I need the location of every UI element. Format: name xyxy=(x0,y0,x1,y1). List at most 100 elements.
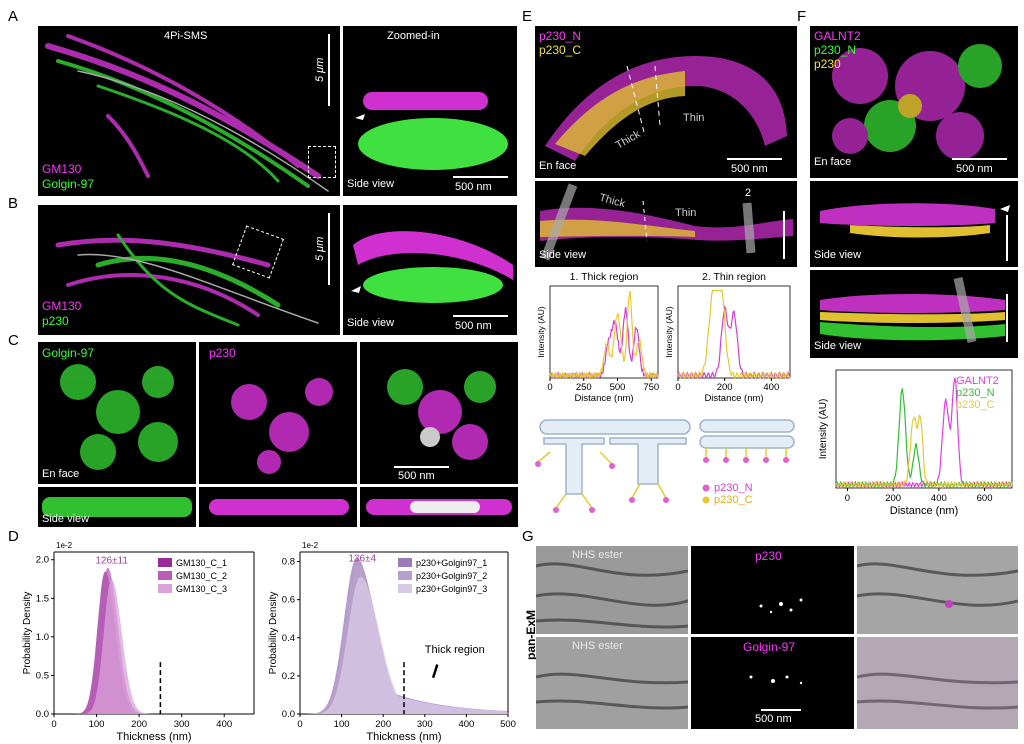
x-tick-label: 200 xyxy=(375,719,391,730)
x-tick-label: 0 xyxy=(547,382,552,393)
panel-label-a: A xyxy=(8,8,19,25)
panel-e-diagram-legend-c: p230_C xyxy=(714,494,753,506)
profile-curve-1 xyxy=(677,305,791,380)
panel-f-scale-bar xyxy=(952,158,1007,160)
panel-c-p230-image: p230 xyxy=(199,342,357,484)
panel-g-golgin97: Golgin-97 500 nm xyxy=(691,637,854,729)
panel-e-side-mark-2: 2 xyxy=(745,187,752,199)
panel-e-view-enface: En face xyxy=(539,160,577,172)
panel-b-main-image: 5 μm GM130 p230 xyxy=(38,205,340,335)
y-tick-label: 2.0 xyxy=(36,555,49,566)
chart-title: 1. Thick region xyxy=(570,271,639,283)
panel-g-scale-bar xyxy=(761,709,801,711)
plot-frame xyxy=(677,285,791,379)
peak-annotation: 126±11 xyxy=(95,555,128,566)
x-tick-label: 400 xyxy=(931,493,947,504)
panel-label-d: D xyxy=(8,528,19,545)
y-axis-label: Intensity (AU) xyxy=(536,306,546,358)
panel-label-g: G xyxy=(522,528,534,545)
panel-e-scale-label: 500 nm xyxy=(731,163,768,175)
density-area-3 xyxy=(54,579,254,714)
profile-curve-3 xyxy=(835,414,1013,489)
panel-a-main-image: 4Pi-SMS 5 μm GM130 Golgin-97 xyxy=(38,26,340,196)
x-tick-label: 250 xyxy=(576,382,592,393)
panel-b-zoom-scale-bar xyxy=(453,315,508,317)
chart-d-right: 0 100 200 300 400 500 0.0 0.2 0.4 0.6 0.8 Thickness… xyxy=(268,538,518,743)
x-tick-label: 0 xyxy=(845,493,850,504)
y-tick-label: 0.0 xyxy=(282,709,295,720)
legend-label-3: p230+Golgin97_3 xyxy=(416,584,487,594)
panel-e-legend-p230c: p230_C xyxy=(539,43,582,57)
y-tick-label: 1.0 xyxy=(36,632,49,643)
x-axis-label: Distance (nm) xyxy=(704,393,763,404)
panel-a-view-label: Side view xyxy=(347,178,395,190)
x-tick-label: 200 xyxy=(885,493,901,504)
x-tick-label: 400 xyxy=(458,719,474,730)
profile-curve-2 xyxy=(677,290,791,380)
y-multiplier: 1e-2 xyxy=(56,541,73,550)
panel-c-side-merge xyxy=(360,487,518,527)
x-tick-label: 500 xyxy=(500,719,516,730)
panel-label-c: C xyxy=(8,332,19,349)
profile-curve-2 xyxy=(549,290,659,380)
panel-f-enface-image: GALNT2 p230_N p230 En face 500 nm xyxy=(810,26,1018,178)
panel-g-label-nhs-1: NHS ester xyxy=(572,549,623,561)
panel-label-b: B xyxy=(8,195,19,212)
panel-c-merge-image: 500 nm xyxy=(360,342,518,484)
panel-b-zoom-image: Side view 500 nm xyxy=(343,205,517,335)
chart-d-left: 0 100 200 300 400 0.0 0.5 1.0 1.5 2.0 Thickness (n… xyxy=(18,538,266,743)
legend-label-2: GM130_C_2 xyxy=(176,571,227,581)
x-tick-label: 400 xyxy=(763,382,779,393)
panel-f-side-image-1: Side view xyxy=(810,181,1018,267)
panel-e-diagram: p230_N p230_C xyxy=(530,412,800,524)
legend-swatch-2 xyxy=(398,571,412,580)
panel-f-view-side1: Side view xyxy=(814,249,862,261)
y-multiplier: 1e-2 xyxy=(302,541,319,550)
y-axis-label: Probability Density xyxy=(268,592,279,675)
chart-e-thin: 2. Thin region 0 200 400 Distance (nm) Intens… xyxy=(664,271,794,410)
y-tick-label: 0.0 xyxy=(36,709,49,720)
panel-b-legend-p230: p230 xyxy=(42,314,69,328)
panel-f-legend-galnt2: GALNT2 xyxy=(814,29,861,43)
panel-g-p230: p230 xyxy=(691,546,854,634)
thick-region-arrow xyxy=(431,664,439,679)
panel-b-legend-gm130: GM130 xyxy=(42,299,82,313)
panel-c-golgin97-image: Golgin-97 En face xyxy=(38,342,196,484)
panel-c-view-enface: En face xyxy=(42,468,80,480)
y-axis-label: Intensity (AU) xyxy=(664,306,674,358)
y-tick-label: 0.5 xyxy=(36,670,49,681)
x-tick-label: 300 xyxy=(174,719,190,730)
panel-g-nhs-1: NHS ester xyxy=(536,546,688,634)
panel-c-side-golgin97: Side view xyxy=(38,487,196,527)
y-tick-label: 0.4 xyxy=(282,633,295,644)
panel-g-scale-label: 500 nm xyxy=(755,713,792,725)
panel-label-e: E xyxy=(522,8,533,25)
panel-a-zoom-box xyxy=(308,146,336,178)
x-tick-label: 300 xyxy=(417,719,433,730)
panel-e-legend-p230n: p230_N xyxy=(539,29,582,43)
panel-a-title-right: Zoomed-in xyxy=(387,30,440,42)
panel-e-side-thin-label: Thin xyxy=(675,207,697,219)
x-tick-label: 500 xyxy=(610,382,626,393)
x-tick-label: 0 xyxy=(51,719,56,730)
panel-c-side-p230 xyxy=(199,487,357,527)
y-axis-label: Probability Density xyxy=(22,592,33,675)
panel-c-scale-bar xyxy=(394,466,449,468)
panel-f-legend-p230: p230 xyxy=(814,57,841,71)
panel-c-label-golgin97: Golgin-97 xyxy=(42,346,95,360)
y-tick-label: 0.2 xyxy=(282,671,295,682)
panel-e-side-image: Thick Thin 2 Side view xyxy=(535,181,797,267)
panel-b-zoom-scale-label: 500 nm xyxy=(455,320,492,332)
chart-f: 0 200 400 600 Distance (nm) Intensity (AU) GAL… xyxy=(810,362,1020,522)
panel-a-title-left: 4Pi-SMS xyxy=(164,30,208,42)
panel-f-side2-scale-bar xyxy=(1006,294,1008,342)
x-tick-label: 750 xyxy=(643,382,659,393)
x-axis-label: Distance (nm) xyxy=(574,393,633,404)
x-tick-label: 400 xyxy=(216,719,232,730)
x-tick-label: 0 xyxy=(675,382,680,393)
x-axis-label: Thickness (nm) xyxy=(366,731,441,743)
chart-e-thick: 1. Thick region 0 250 500 750 Distance (nm) In… xyxy=(536,271,662,410)
panel-e-view-side: Side view xyxy=(539,249,587,261)
y-tick-label: 0.6 xyxy=(282,595,295,606)
legend-label-2: p230+Golgin97_2 xyxy=(416,571,487,581)
